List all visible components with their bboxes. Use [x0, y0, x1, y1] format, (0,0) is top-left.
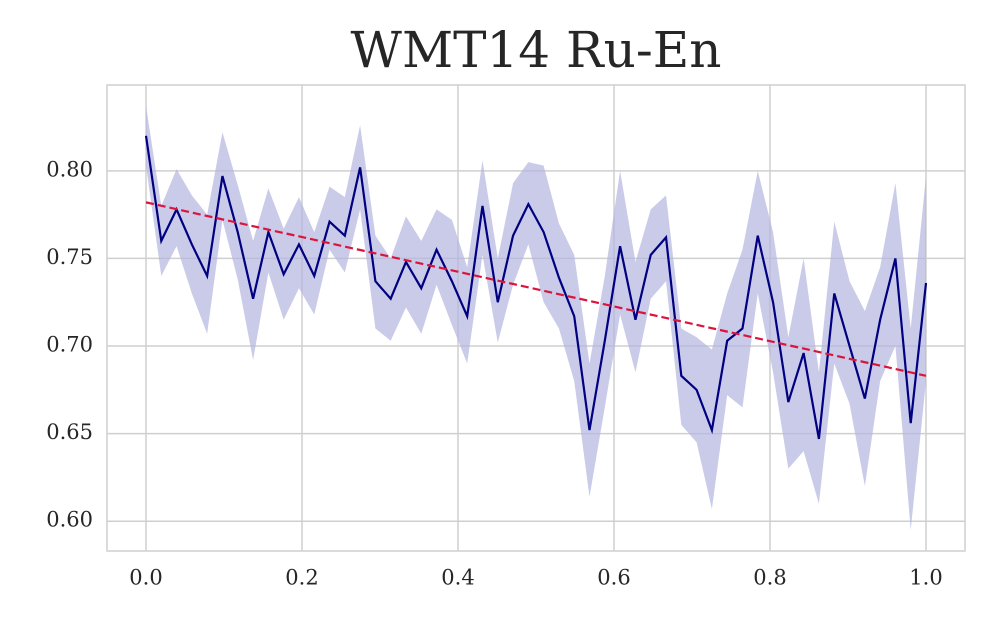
y-tick-label: 0.80 [46, 157, 93, 181]
confidence-band [146, 106, 926, 530]
trend-line [145, 201, 927, 377]
y-tick-label: 0.65 [46, 420, 93, 444]
data-line [144, 135, 928, 440]
plot-border [106, 84, 966, 552]
chart-title: WMT14 Ru-En [351, 21, 722, 79]
x-tick-label: 0.2 [285, 566, 318, 590]
x-tick-label: 1.0 [909, 566, 942, 590]
x-tick-label: 0.6 [597, 566, 630, 590]
y-tick-label: 0.60 [46, 508, 93, 532]
y-tick-label: 0.75 [46, 245, 93, 269]
x-tick-label: 0.4 [441, 566, 474, 590]
x-tick-label: 0.8 [753, 566, 786, 590]
y-tick-label: 0.70 [46, 333, 93, 357]
x-tick-label: 0.0 [129, 566, 162, 590]
